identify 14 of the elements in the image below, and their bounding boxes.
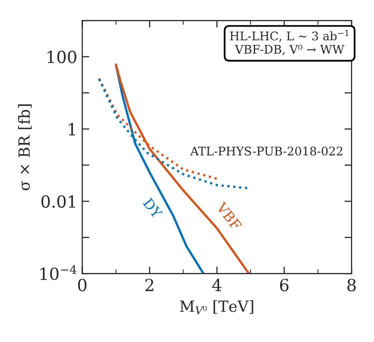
annotation: HL-LHC, L ~ 3 ab$^{−1}$ VBF-DB, V⁰ → WW: [230, 30, 348, 56]
annotation: ATL-PHYS-PUB-2018-022: [190, 146, 342, 156]
y-axis-title: σ × BR [fb]: [18, 104, 32, 190]
y-tick-label: 100: [48, 50, 76, 64]
x-tick-label: 8: [347, 278, 356, 292]
x-tick-label: 0: [78, 278, 86, 292]
x-tick-label: 4: [212, 278, 222, 292]
x-axis-title: M$_{V⁰}$ [TeV]: [180, 300, 254, 314]
x-tick-label: 2: [145, 278, 154, 292]
y-tick-label: 1: [68, 122, 76, 136]
y-tick-label: 10$^{−4}$: [40, 265, 76, 280]
y-tick-label: 0.01: [41, 195, 76, 208]
text: DY: [142, 197, 163, 220]
x-tick-label: 6: [280, 278, 288, 292]
